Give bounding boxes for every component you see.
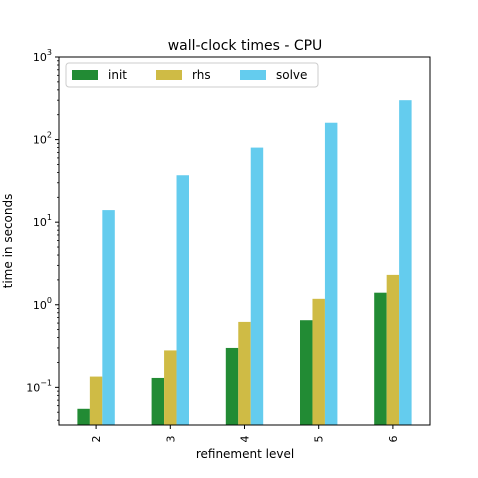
bar-init-5 xyxy=(300,320,313,425)
y-tick-label: 10−1 xyxy=(26,378,52,394)
y-tick-label: 102 xyxy=(33,131,52,147)
legend-label-rhs: rhs xyxy=(192,68,211,82)
y-tick-label: 100 xyxy=(33,296,52,312)
bar-rhs-4 xyxy=(238,321,251,425)
bar-rhs-5 xyxy=(312,298,325,425)
x-tick-label: 5 xyxy=(313,436,326,443)
x-tick-label: 2 xyxy=(90,436,103,443)
chart-title: wall-clock times - CPU xyxy=(168,38,323,54)
bar-init-6 xyxy=(374,292,387,425)
bar-init-3 xyxy=(151,377,165,425)
legend-label-solve: solve xyxy=(276,68,307,82)
axes-layer: 2 3 4 5 6 10−1 100 101 102 103 xyxy=(26,48,431,443)
bar-solve-6 xyxy=(399,100,412,426)
bars-layer xyxy=(77,100,412,426)
bar-rhs-6 xyxy=(386,274,400,425)
x-tick-label: 4 xyxy=(239,436,252,443)
x-tick-label: 3 xyxy=(164,436,177,443)
bar-solve-4 xyxy=(250,147,264,425)
bar-solve-2 xyxy=(102,210,115,425)
legend-swatch-solve xyxy=(240,70,266,80)
y-tick-label: 101 xyxy=(33,213,52,229)
legend-label-init: init xyxy=(108,68,127,82)
x-tick-label: 6 xyxy=(387,436,400,443)
bar-rhs-2 xyxy=(89,376,103,425)
bar-solve-5 xyxy=(324,122,338,425)
bar-rhs-3 xyxy=(164,350,177,425)
legend-swatch-init xyxy=(72,70,98,80)
legend-swatch-rhs xyxy=(156,70,182,80)
bar-init-4 xyxy=(225,347,239,425)
legend: init rhs solve xyxy=(65,62,319,88)
y-tick-label: 103 xyxy=(33,48,52,64)
bar-solve-3 xyxy=(176,175,189,425)
x-axis-label: refinement level xyxy=(196,447,294,461)
bar-init-2 xyxy=(77,408,90,425)
y-axis-label: time in seconds xyxy=(1,194,15,289)
legend-box xyxy=(65,62,319,88)
